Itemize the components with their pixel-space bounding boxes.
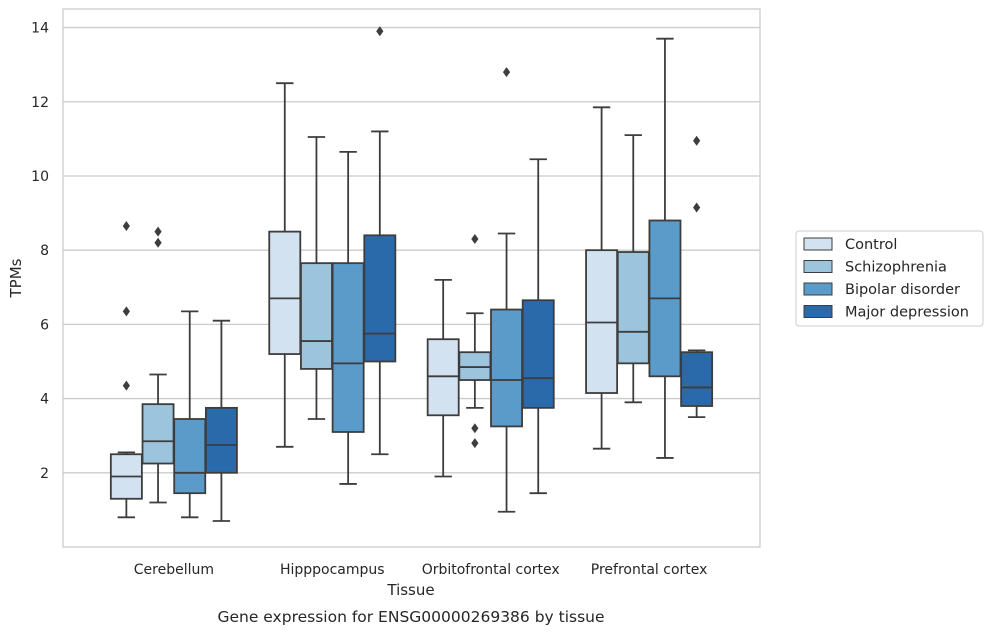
box-iqr: [521, 299, 555, 409]
legend-swatch: [803, 260, 833, 273]
box-bipolar-disorder: [648, 37, 682, 459]
outlier-point: [693, 135, 701, 146]
y-tick-label: 2: [40, 466, 49, 482]
box-iqr: [363, 234, 397, 363]
box-major-depression: [680, 135, 714, 419]
legend-label: Control: [845, 237, 897, 253]
legend-label: Major depression: [845, 305, 969, 321]
legend-label: Bipolar disorder: [845, 282, 960, 298]
box-iqr: [268, 230, 302, 355]
box-schizophrenia: [141, 226, 175, 504]
plot-area-frame: [62, 8, 761, 548]
box-control: [268, 82, 302, 448]
outlier-point: [154, 237, 162, 248]
y-tick-label: 6: [40, 317, 49, 333]
box-iqr: [616, 251, 650, 365]
outlier-point: [122, 221, 130, 232]
x-tick-label: Prefrontal cortex: [591, 562, 708, 578]
x-tick-labels: Cerebellum Hipppocampus Orbitofrontal cort…: [134, 562, 708, 578]
box-series: [109, 26, 714, 522]
legend-frame: [795, 230, 984, 327]
legend-swatch: [803, 282, 833, 296]
figure-caption: Gene expression for ENSG00000269386 by t…: [217, 608, 604, 626]
box-control: [426, 278, 460, 478]
outlier-point: [154, 226, 162, 237]
outlier-point: [471, 423, 479, 434]
y-tick-label: 14: [31, 21, 49, 37]
box-major-depression: [363, 26, 397, 456]
box-bipolar-disorder: [173, 310, 207, 519]
y-tick-label: 12: [31, 95, 49, 111]
outlier-point: [376, 26, 384, 37]
x-axis-title: Tissue: [386, 581, 434, 599]
box-control: [585, 106, 619, 450]
box-iqr: [331, 262, 365, 433]
box-bipolar-disorder: [490, 67, 523, 513]
box-iqr: [680, 351, 714, 407]
legend-label: Schizophrenia: [845, 260, 947, 276]
box-schizophrenia: [458, 234, 492, 449]
y-tick-label: 8: [40, 243, 49, 259]
legend-swatch: [803, 305, 833, 318]
outlier-point: [471, 234, 479, 245]
legend-swatch: [803, 237, 833, 251]
x-tick-label: Hipppocampus: [280, 562, 385, 578]
box-iqr: [426, 338, 460, 417]
box-iqr: [204, 406, 238, 474]
box-major-depression: [521, 158, 555, 495]
outlier-point: [122, 306, 130, 317]
box-iqr: [458, 351, 492, 381]
box-schizophrenia: [616, 134, 650, 404]
box-iqr: [173, 418, 207, 495]
box-iqr: [300, 262, 333, 370]
outlier-point: [471, 438, 479, 449]
box-iqr: [490, 308, 523, 428]
x-tick-label: Cerebellum: [134, 562, 214, 578]
y-tick-label: 4: [40, 392, 49, 408]
grid-lines: [63, 26, 760, 474]
x-tick-label: Orbitofrontal cortex: [422, 562, 560, 578]
legend: Control Schizophrenia Bipolar disorder Majo…: [795, 230, 984, 327]
box-major-depression: [204, 319, 238, 522]
outlier-point: [502, 67, 511, 78]
box-bipolar-disorder: [331, 150, 365, 485]
box-schizophrenia: [300, 136, 333, 420]
y-tick-label: 10: [31, 169, 49, 185]
y-axis-title: TPMs: [7, 258, 25, 298]
box-control: [109, 221, 143, 519]
box-iqr: [141, 403, 175, 465]
box-iqr: [585, 249, 619, 394]
outlier-point: [122, 380, 130, 391]
y-tick-labels: 2 4 6 8 10 12 14: [31, 21, 49, 482]
outlier-point: [693, 202, 701, 213]
